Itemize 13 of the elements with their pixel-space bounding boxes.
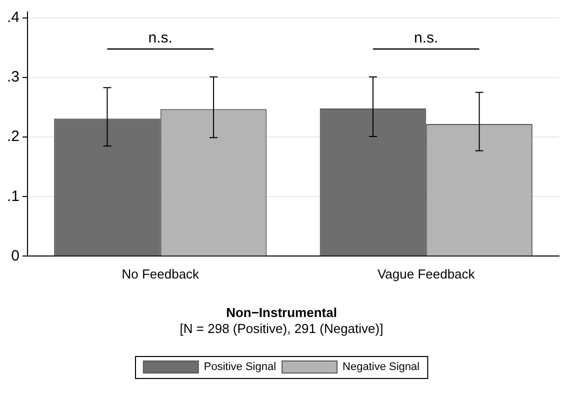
y-tick-label: .1 [6, 188, 20, 205]
text: [N = 298 (Positive), 291 (Negative)] [180, 320, 384, 336]
annotation: n.s. [148, 30, 172, 47]
y-tick-label: .4 [6, 9, 20, 26]
x-tick-label: No Feedback [122, 266, 200, 282]
text: Non−Instrumental [226, 305, 337, 320]
y-tick-label: .2 [6, 128, 20, 146]
legend-label: Positive Signal [204, 361, 276, 374]
x-tick-label: Vague Feedback [377, 266, 476, 282]
annotation: n.s. [414, 30, 438, 47]
y-tick-label: .3 [6, 68, 20, 86]
legend-label: Negative Signal [342, 361, 420, 374]
y-tick-label: 0 [11, 247, 20, 264]
